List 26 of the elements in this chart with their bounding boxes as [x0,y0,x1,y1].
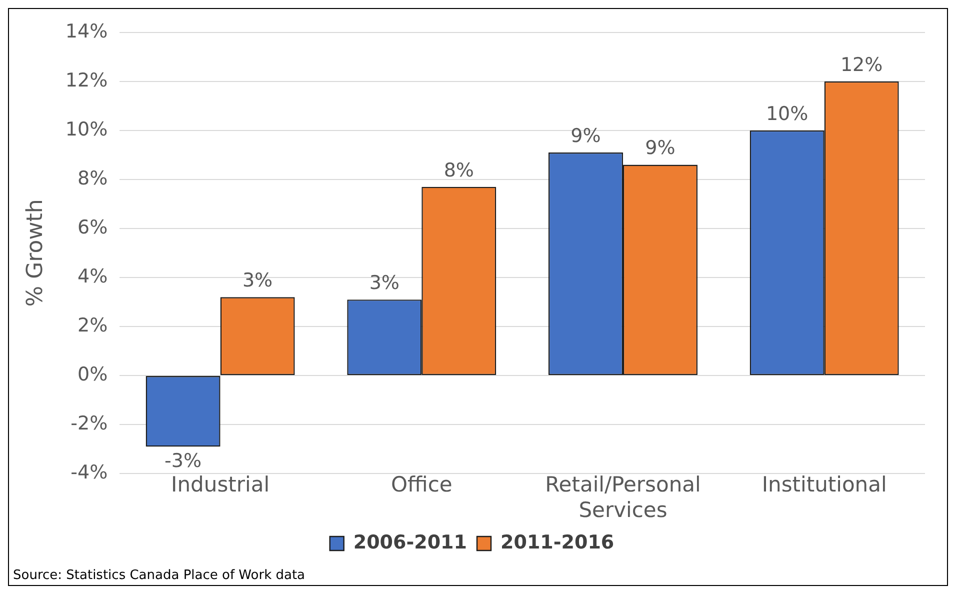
y-tick-label: -2% [70,412,108,435]
source-note: Source: Statistics Canada Place of Work data [13,568,306,583]
data-label: 9% [570,124,601,147]
y-tick-label: 4% [77,265,108,288]
data-label: -3% [164,450,202,472]
y-tick-label: -4% [70,462,108,484]
x-tick-label: Institutional [762,472,887,497]
y-tick-label: 0% [77,363,108,386]
x-tick-label: Industrial [171,472,270,497]
x-tick-label: Retail/Personal Services [545,472,701,522]
y-tick-label: 14% [65,20,108,42]
data-label: 3% [369,272,400,294]
data-label: 8% [444,159,474,182]
x-tick-label: Office [390,472,452,497]
y-tick-label: 10% [65,118,108,140]
data-label: 9% [645,137,676,160]
y-tick-label: 6% [77,216,108,238]
legend-label: 2011-2016 [500,531,614,554]
legend-label: 2006-2011 [353,531,468,554]
data-label: 3% [242,270,273,292]
data-label: 12% [840,54,883,76]
y-tick-label: 8% [77,167,108,190]
data-label: 10% [766,102,808,125]
y-tick-label: 12% [65,69,108,92]
y-axis-title: % Growth [22,199,48,307]
y-tick-label: 2% [77,314,108,336]
